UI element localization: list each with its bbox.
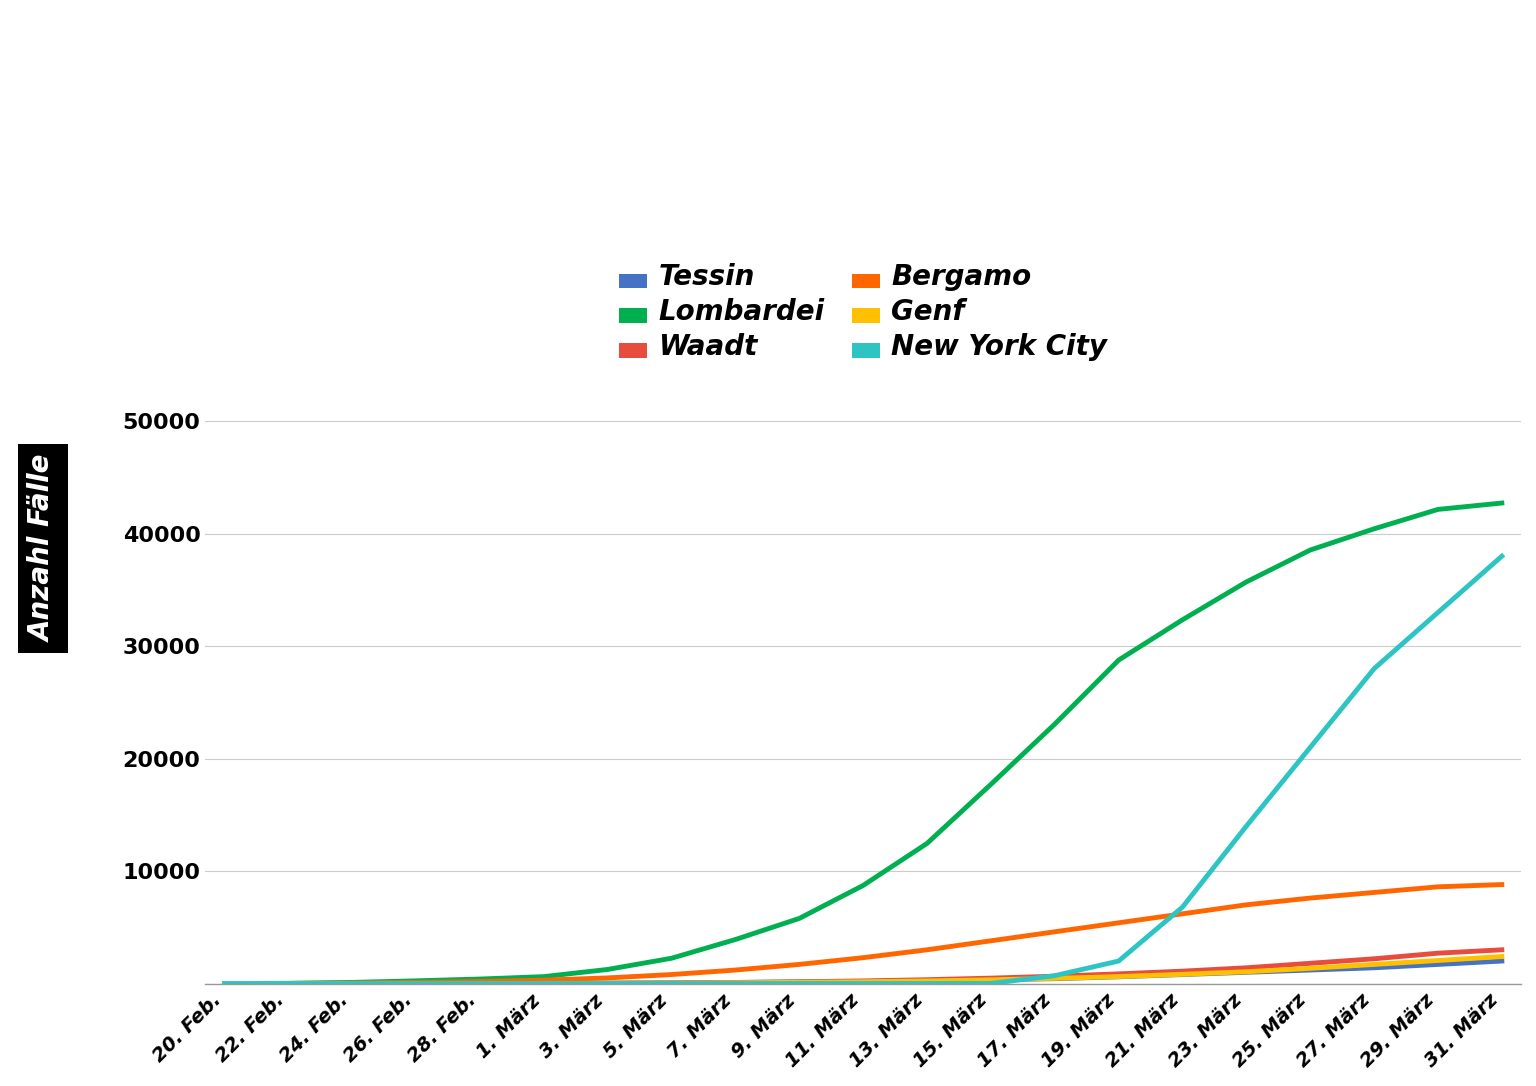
Legend: Tessin, Lombardei, Waadt, Bergamo, Genf, New York City: Tessin, Lombardei, Waadt, Bergamo, Genf,…: [619, 263, 1107, 362]
Text: Anzahl Fälle: Anzahl Fälle: [29, 455, 57, 642]
